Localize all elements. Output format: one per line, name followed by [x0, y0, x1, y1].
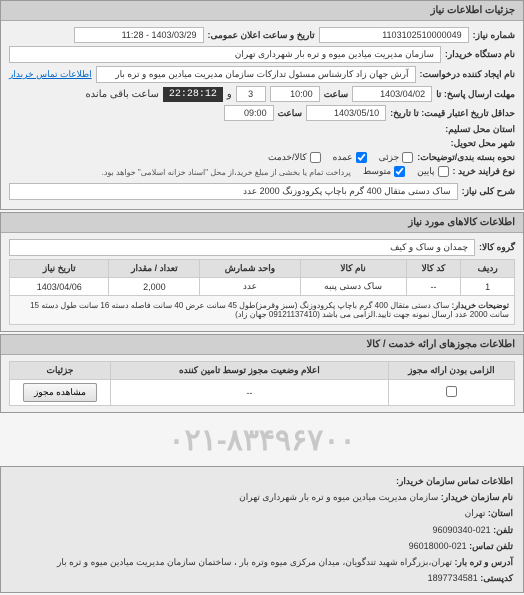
table-row[interactable]: 1 -- ساک دستی پنبه عدد 2,000 1403/04/06	[10, 278, 515, 296]
deadline-date-field: 1403/04/02	[352, 86, 432, 102]
cb-retail-label: جزئی	[379, 152, 400, 163]
cell-unit: عدد	[200, 278, 300, 296]
row-desc-label: توضیحات خریدار:	[452, 301, 509, 310]
cell-code: --	[406, 278, 461, 296]
rb-low-label: پایین	[417, 166, 434, 177]
th-required: الزامی بودن ارائه مجوز	[388, 362, 514, 380]
group-field: چمدان و ساک و کیف	[9, 239, 475, 256]
table-desc-row: توضیحات خریدار: ساک دستی متقال 400 گرم ب…	[10, 296, 515, 325]
cb-required[interactable]	[446, 386, 457, 397]
announce-field: 1403/03/29 - 11:28	[74, 27, 204, 43]
cell-idx: 1	[461, 278, 515, 296]
org-label: نام سازمان خریدار:	[441, 492, 513, 502]
permits-body: الزامی بودن ارائه مجوز اعلام وضعیت مجوز …	[1, 355, 523, 412]
city-label: شهر محل تحویل:	[451, 138, 515, 149]
buy-type-label: نوع فرایند خرید :	[453, 166, 516, 177]
remain-suffix: ساعت باقی مانده	[85, 89, 158, 100]
prov-value: تهران	[465, 508, 486, 518]
info-header: اطلاعات تماس سازمان خریدار:	[396, 476, 513, 486]
remain-timer: 22:28:12	[163, 87, 223, 102]
fax-value: 021-96018000	[409, 541, 467, 551]
th-details: جزئیات	[10, 362, 111, 380]
cb-retail-group[interactable]: جزئی	[379, 152, 414, 163]
validity-time-label: ساعت	[278, 108, 303, 119]
cb-wholesale[interactable]	[356, 152, 367, 163]
remain-days: 3	[236, 86, 266, 102]
cell-name: ساک دستی پنبه	[300, 278, 406, 296]
goods-panel: اطلاعات کالاهای مورد نیاز گروه کالا: چمد…	[0, 212, 524, 332]
buyer-field: سازمان مدیریت میادین میوه و تره بار شهرد…	[9, 46, 441, 63]
validity-date-field: 1403/05/10	[306, 105, 386, 121]
cb-wholesale-label: عمده	[333, 152, 353, 163]
rb-low-group[interactable]: پایین	[417, 166, 448, 177]
post-label: کدپستی:	[480, 573, 513, 583]
tel-label: تلفن:	[493, 525, 513, 535]
phone-watermark: ۰۲۱-۸۳۴۹۶۷۰۰	[0, 415, 524, 466]
cb-retail[interactable]	[402, 152, 413, 163]
row-desc-text: ساک دستی متقال 400 گرم باچاپ پکرودوزنگ (…	[30, 301, 509, 319]
th-name: نام کالا	[300, 260, 406, 278]
th-row: ردیف	[461, 260, 515, 278]
view-permit-button[interactable]: مشاهده مجوز	[23, 383, 97, 402]
permits-panel: اطلاعات مجوزهای ارائه خدمت / کالا الزامی…	[0, 334, 524, 413]
th-declare: اعلام وضعیت مجوز توسط تامین کننده	[111, 362, 389, 380]
group-label: گروه کالا:	[479, 242, 515, 253]
rb-mid[interactable]	[394, 166, 405, 177]
rb-low[interactable]	[438, 166, 449, 177]
req-no-label: شماره نیاز:	[473, 30, 515, 41]
permit-declare-cell: --	[111, 380, 389, 406]
cell-date: 1403/04/06	[10, 278, 109, 296]
contact-buyer-link[interactable]: اطلاعات تماس خریدار	[9, 69, 92, 80]
remain-and: و	[227, 89, 232, 100]
cb-goods-label: کالا/خدمت	[268, 152, 307, 163]
requester-field: آرش جهان زاد کارشناس مسئول تدارکات سازما…	[96, 66, 416, 83]
cell-qty: 2,000	[109, 278, 200, 296]
th-code: کد کالا	[406, 260, 461, 278]
need-details-panel: جزئیات اطلاعات نیاز شماره نیاز: 11031025…	[0, 0, 524, 210]
th-unit: واحد شمارش	[200, 260, 300, 278]
cb-wholesale-group[interactable]: عمده	[333, 152, 367, 163]
rb-mid-label: متوسط	[363, 166, 391, 177]
permits-table: الزامی بودن ارائه مجوز اعلام وضعیت مجوز …	[9, 361, 515, 406]
fax-label: تلفن تماس:	[469, 541, 513, 551]
goods-body: گروه کالا: چمدان و ساک و کیف ردیف کد کال…	[1, 233, 523, 331]
org-value: سازمان مدیریت میادین میوه و تره بار شهرد…	[239, 492, 438, 502]
cb-goods-group[interactable]: کالا/خدمت	[268, 152, 321, 163]
goods-table-header-row: ردیف کد کالا نام کالا واحد شمارش تعداد /…	[10, 260, 515, 278]
goods-table: ردیف کد کالا نام کالا واحد شمارش تعداد /…	[9, 259, 515, 325]
deadline-label: مهلت ارسال پاسخ: تا	[436, 89, 515, 100]
need-desc-field: ساک دستی متقال 400 گرم باچاپ پکرودوزنگ 2…	[9, 183, 458, 200]
validity-label: حداقل تاریخ اعتبار قیمت: تا تاریخ:	[390, 108, 515, 119]
goods-header: اطلاعات کالاهای مورد نیاز	[1, 213, 523, 233]
tel-value: 021-96090340	[433, 525, 491, 535]
th-qty: تعداد / مقدار	[109, 260, 200, 278]
announce-label: تاریخ و ساعت اعلان عمومی:	[208, 30, 315, 41]
validity-time-field: 09:00	[224, 105, 274, 121]
cb-goods[interactable]	[310, 152, 321, 163]
buyer-contact-panel: اطلاعات تماس سازمان خریدار: نام سازمان خ…	[0, 466, 524, 593]
addr-label: آدرس و تره بار:	[455, 557, 513, 567]
need-details-body: شماره نیاز: 1103102510000049 تاریخ و ساع…	[1, 21, 523, 209]
prov-label: استان:	[488, 508, 513, 518]
addr-value: تهران،بزرگراه شهید تندگویان، میدان مرکزی…	[57, 557, 452, 567]
permits-header-row: الزامی بودن ارائه مجوز اعلام وضعیت مجوز …	[10, 362, 515, 380]
permits-row: -- مشاهده مجوز	[10, 380, 515, 406]
post-value: 1897734581	[428, 573, 478, 583]
need-desc-label: شرح کلی نیاز:	[462, 186, 515, 197]
pkg-label: نحوه بسته بندی/توضیحات:	[417, 152, 515, 163]
buyer-label: نام دستگاه خریدار:	[445, 49, 515, 60]
buyer-contact-body: اطلاعات تماس سازمان خریدار: نام سازمان خ…	[1, 467, 523, 592]
requester-label: نام ایجاد کننده درخواست:	[420, 69, 515, 80]
deadline-time-label: ساعت	[324, 89, 349, 100]
province-label: استان محل تسلیم:	[445, 124, 515, 135]
req-no-field: 1103102510000049	[319, 27, 469, 43]
rb-mid-group[interactable]: متوسط	[363, 166, 405, 177]
payment-note: پرداخت تمام یا بخشی از مبلغ خرید،از محل …	[9, 168, 351, 177]
deadline-time-field: 10:00	[270, 86, 320, 102]
need-details-header: جزئیات اطلاعات نیاز	[1, 1, 523, 21]
th-date: تاریخ نیاز	[10, 260, 109, 278]
permits-header: اطلاعات مجوزهای ارائه خدمت / کالا	[1, 335, 523, 355]
